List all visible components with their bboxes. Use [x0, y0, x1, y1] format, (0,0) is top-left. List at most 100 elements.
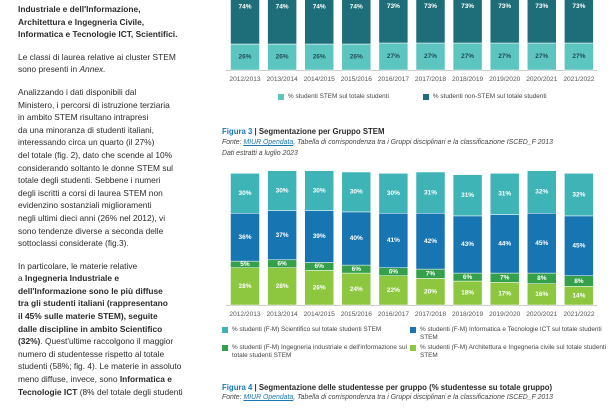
figure-label: Figura 3 [222, 127, 253, 136]
figure-caption: Figura 4 | Segmentazione delle studentes… [222, 383, 552, 392]
data-label: 73% [572, 3, 585, 10]
data-label: 27% [498, 53, 511, 60]
data-label: 26% [313, 54, 326, 61]
legend-swatch [422, 94, 429, 100]
data-label: 6% [463, 274, 473, 281]
bar-segment [452, 174, 483, 217]
text-line: Analizzando i dati disponibili dal [18, 86, 218, 99]
legend-item: % studenti STEM sul totale studenti [278, 93, 389, 101]
bar-segment [341, 0, 372, 45]
data-label: 73% [498, 3, 511, 10]
data-label: 44% [498, 241, 511, 248]
text-run: da una minoranza di studenti italiani, [18, 124, 154, 135]
text-run: (32%) [18, 336, 41, 347]
text-line: in ambito STEM risultano intrapresi [18, 111, 218, 124]
legend-swatch [410, 327, 416, 333]
x-tick-label: 2014/2015 [304, 311, 336, 318]
data-label: 73% [535, 3, 548, 10]
text-run: considerando soltanto le donne STEM sul [18, 162, 174, 173]
text-line: sono presenti in Annex. [18, 63, 218, 76]
text-line: totale degli studenti. Sebbene i numeri [18, 174, 218, 187]
data-label: 73% [387, 3, 400, 10]
x-tick-label: 2020/2021 [526, 311, 558, 318]
paragraph: In particolare, le materie relative a Ing… [18, 260, 218, 399]
text-run: tra gli studenti italiani (rappresentano [18, 298, 168, 309]
data-label: 6% [352, 266, 362, 273]
source-link[interactable]: MIUR Opendata [243, 394, 294, 401]
data-label: 6% [314, 263, 324, 270]
data-label: 26% [313, 284, 326, 291]
text-run: sono tendenze diverse a seconda delle [18, 225, 164, 236]
bar-segment [378, 42, 409, 71]
x-tick-label: 2017/2018 [415, 311, 447, 318]
data-label: 74% [238, 4, 251, 11]
legend-label: % studenti (F-M) Ingegneria industriale … [232, 344, 407, 359]
data-label: 74% [313, 4, 326, 11]
data-label: 32% [572, 191, 585, 198]
text-run: Tecnologie ICT [18, 386, 78, 397]
bar-segment [527, 42, 557, 71]
text-run: sottoclassi considerate (fig.3). [18, 238, 129, 249]
data-label: 36% [238, 234, 251, 241]
data-label: 42% [424, 238, 437, 245]
legend: % studenti (F-M) Scientifico sul totale … [222, 326, 607, 359]
bar-segment [341, 211, 372, 266]
text-run: in ambito STEM risultano intrapresi [18, 112, 149, 123]
x-tick-label: 2018/2019 [452, 311, 484, 318]
text-line: Le classi di laurea relative ai cluster … [18, 51, 218, 64]
bar-segment [267, 0, 297, 45]
text-run: numero di studentesse rispetto al totale [18, 348, 165, 359]
text-run: Le classi di laurea relative ai cluster … [18, 51, 176, 62]
text-run: Informatica e Tecnologie ICT, Scientific… [18, 29, 178, 40]
text-run: totale degli studenti. Sebbene i numeri [18, 175, 161, 186]
x-tick-label: 2012/2013 [229, 311, 261, 318]
text-run: meno diffuse, invece, sono [18, 374, 120, 385]
figure-title: | Segmentazione per Gruppo STEM [254, 127, 385, 136]
data-label: 22% [387, 287, 400, 294]
text-run: Informatica e [119, 374, 172, 385]
data-label: 39% [313, 233, 326, 240]
text-run: Architettura e Ingegneria Civile, [18, 16, 145, 27]
text-line: degli iscritti a corsi di laurea STEM no… [18, 187, 218, 200]
text-run: il 45% sulle materie STEM), seguite [18, 311, 158, 322]
x-tick-label: 2014/2015 [304, 76, 336, 83]
text-run: evidenzino sostanziali miglioramenti [18, 200, 152, 211]
bar-segment [564, 215, 594, 276]
bar-segment [527, 0, 557, 44]
data-label: 30% [238, 190, 251, 197]
bar-segment [378, 275, 409, 306]
text-run: Ministero, i percorsi di istruzione terz… [18, 99, 170, 110]
paragraph: Industriale e dell'Informazione, Architet… [18, 3, 218, 41]
text-line: evidenzino sostanziali miglioramenti [18, 199, 218, 212]
text-line: da una minoranza di studenti italiani, [18, 124, 218, 137]
text-run: Ingegneria Industriale e [25, 273, 120, 284]
text-line: del totale (fig. 2), dato che scende al … [18, 149, 218, 162]
source-link[interactable]: MIUR Opendata [243, 139, 294, 146]
x-tick-label: 2019/2020 [489, 76, 521, 83]
data-label: 31% [461, 192, 474, 199]
data-label: 27% [424, 53, 437, 60]
text-line: interessando circa un quarto (il 27%) [18, 136, 218, 149]
data-label: 18% [461, 290, 474, 297]
text-line: (32%). Quest'ultime raccolgono il maggio… [18, 335, 218, 348]
bar-segment [564, 0, 594, 44]
x-tick-label: 2021/2022 [563, 311, 595, 318]
text-run: Industriale e dell'Informazione, [18, 4, 141, 14]
source-prefix: Fonte: [222, 139, 244, 146]
text-line: sottoclassi considerate (fig.3). [18, 237, 218, 250]
text-run: . Quest'ultime raccolgono il maggior [40, 336, 174, 347]
legend-swatch [222, 327, 228, 333]
figure-source: Fonte: MIUR Opendata, Tabella di corrisp… [222, 394, 553, 401]
source-prefix: Fonte: [222, 394, 244, 401]
data-label: 27% [572, 53, 585, 60]
bar-segment [415, 171, 446, 214]
data-label: 26% [238, 54, 251, 61]
data-label: 73% [461, 3, 474, 10]
legend-label: % studenti (F-M) Scientifico sul totale … [232, 326, 382, 333]
text-line: meno diffuse, invece, sono Informatica e [18, 373, 218, 386]
bar-segment [341, 171, 372, 213]
text-line: Informatica e Tecnologie ICT, Scientific… [18, 28, 218, 41]
x-tick-label: 2016/2017 [378, 311, 410, 318]
text-line: numero di studentesse rispetto al totale [18, 348, 218, 361]
